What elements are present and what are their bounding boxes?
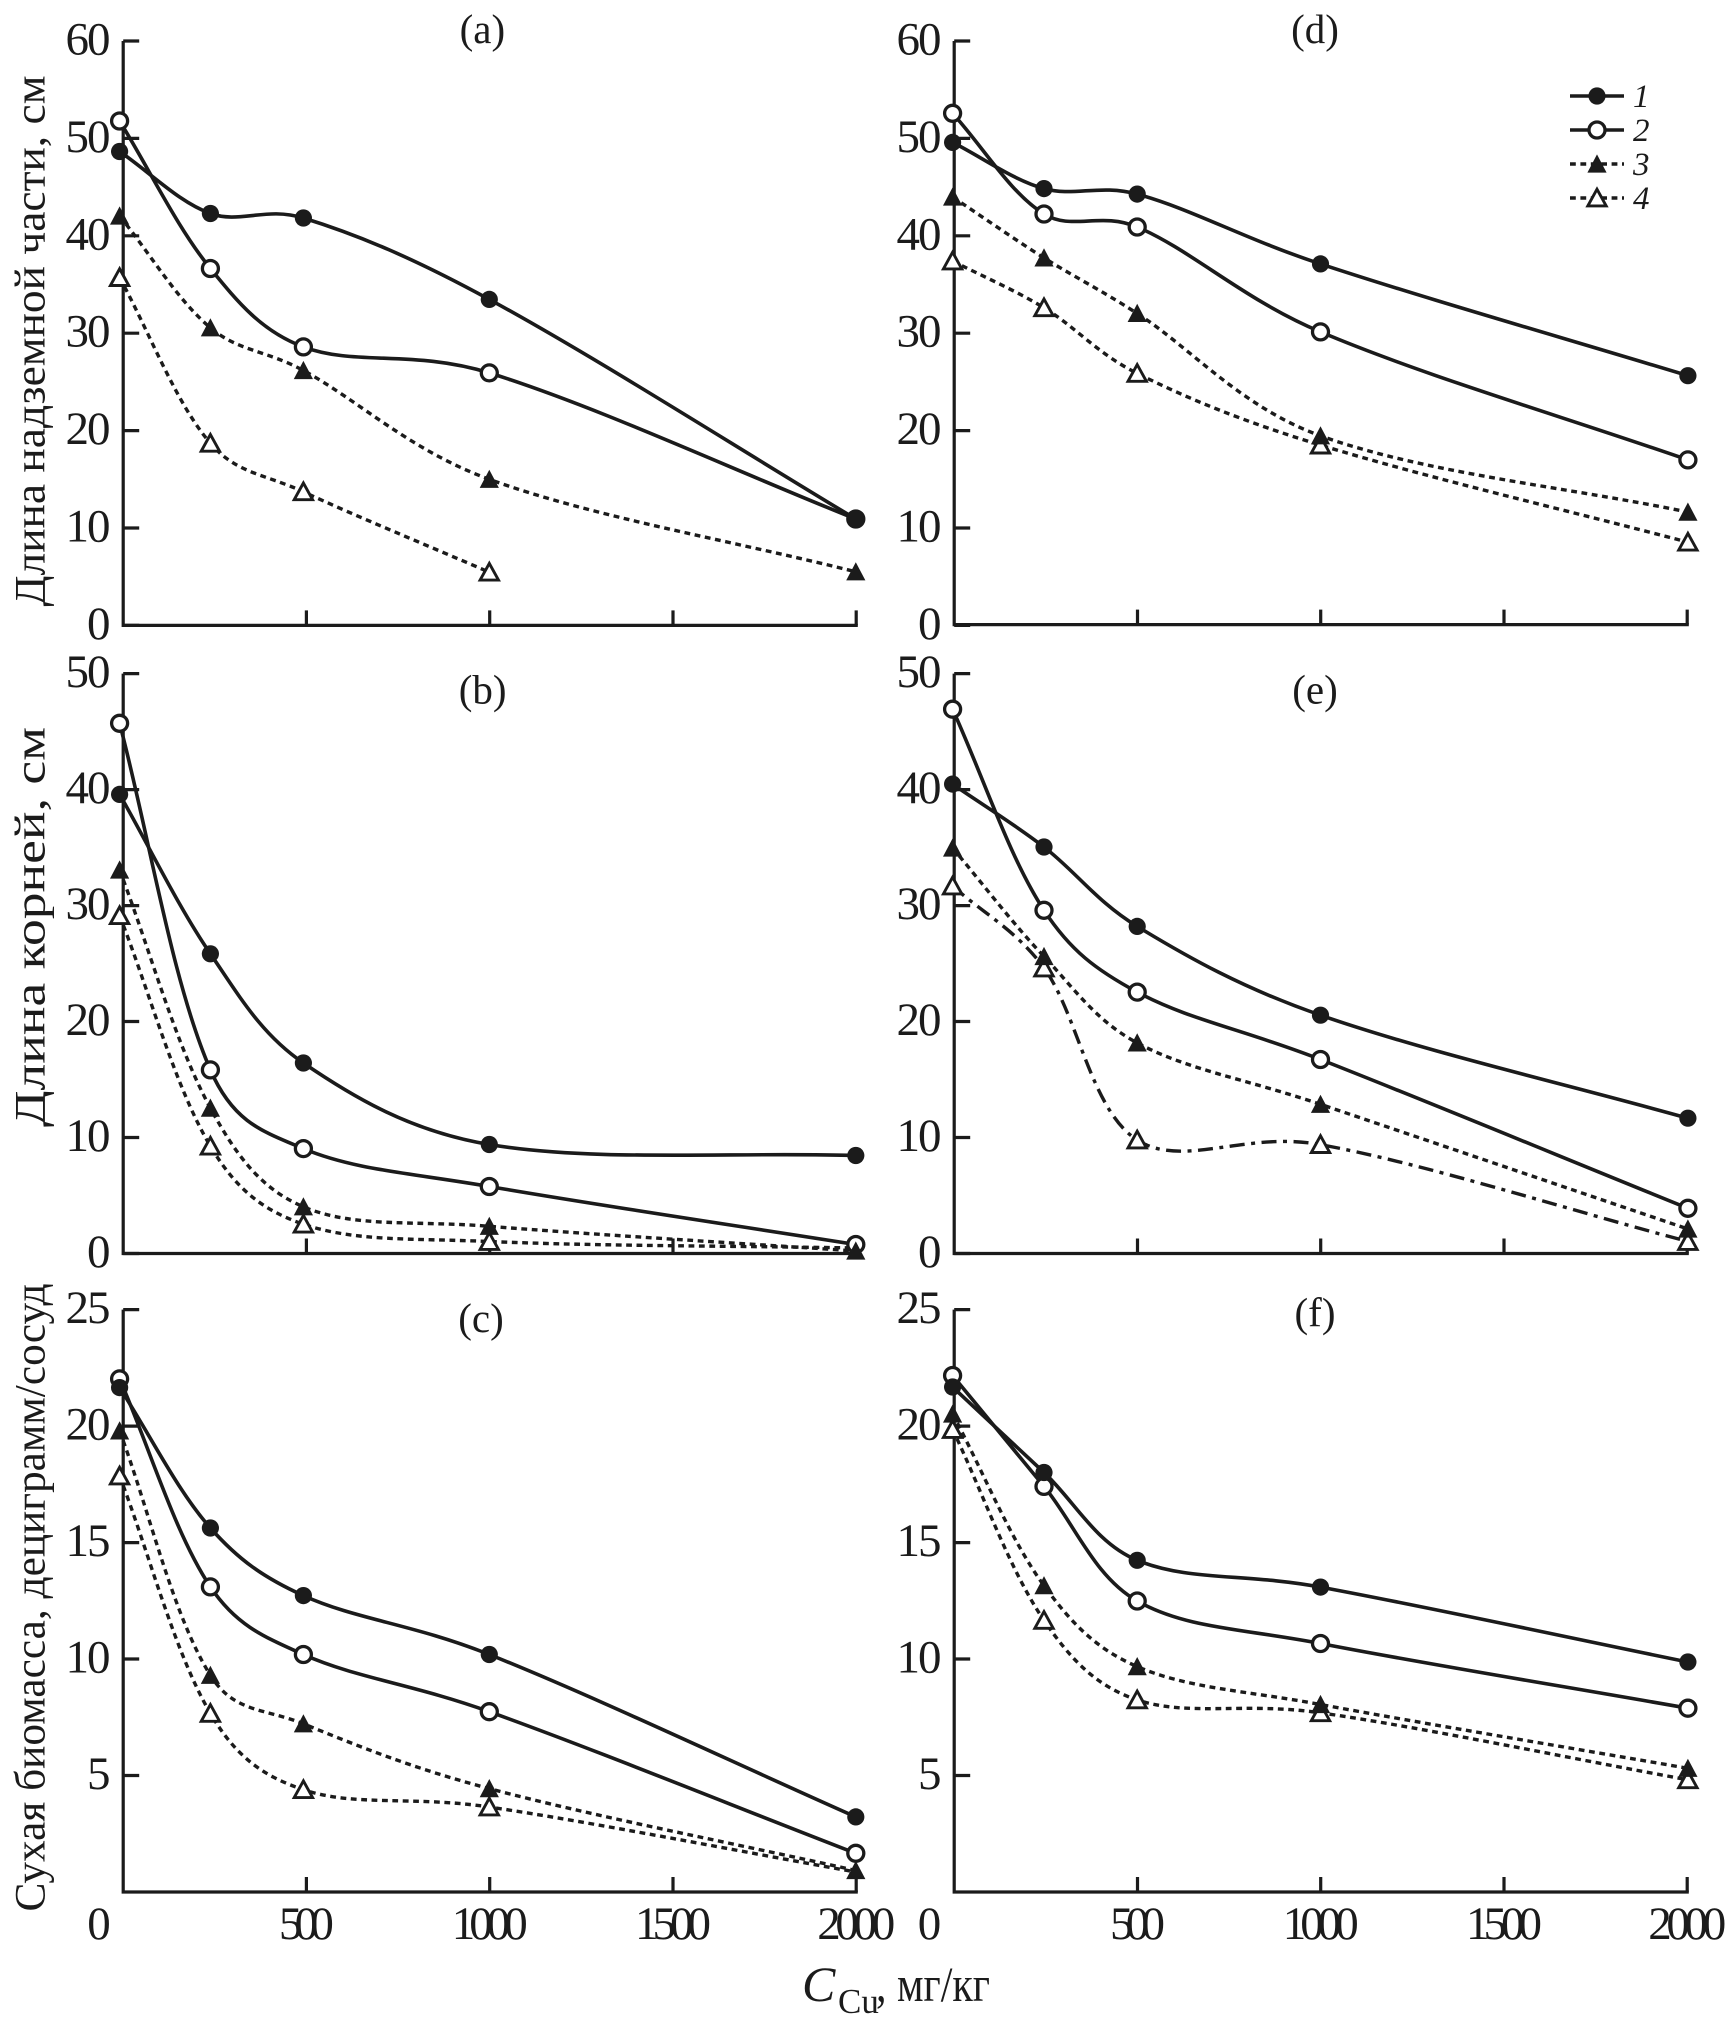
svg-text:Длина корней, см: Длина корней, см bbox=[8, 727, 55, 1127]
svg-text:20: 20 bbox=[66, 994, 111, 1046]
svg-text:Сухая биомасса, дециграмм/сосу: Сухая биомасса, дециграмм/сосуд bbox=[8, 1284, 55, 1912]
svg-text:0: 0 bbox=[918, 1898, 942, 1950]
svg-text:(e): (e) bbox=[1292, 667, 1338, 713]
svg-text:0: 0 bbox=[918, 1226, 942, 1278]
svg-text:(c): (c) bbox=[458, 1295, 504, 1341]
svg-text:2000: 2000 bbox=[1648, 1898, 1726, 1950]
svg-text:2: 2 bbox=[1633, 113, 1650, 149]
svg-text:, мг/кг: , мг/кг bbox=[876, 1956, 990, 2012]
svg-text:500: 500 bbox=[279, 1898, 334, 1950]
svg-text:10: 10 bbox=[66, 1632, 111, 1684]
svg-text:15: 15 bbox=[897, 1515, 942, 1567]
svg-text:60: 60 bbox=[66, 14, 111, 66]
svg-text:1: 1 bbox=[1633, 79, 1650, 115]
svg-text:50: 50 bbox=[66, 111, 111, 163]
svg-text:1000: 1000 bbox=[452, 1898, 528, 1950]
svg-text:1500: 1500 bbox=[635, 1898, 711, 1950]
svg-text:Cu: Cu bbox=[838, 1982, 879, 2021]
svg-text:50: 50 bbox=[897, 646, 942, 698]
svg-text:1000: 1000 bbox=[1283, 1898, 1359, 1950]
svg-text:20: 20 bbox=[897, 994, 942, 1046]
svg-text:Длина надземной части, см: Длина надземной части, см bbox=[8, 76, 55, 607]
svg-text:10: 10 bbox=[66, 1110, 111, 1162]
svg-text:10: 10 bbox=[897, 1110, 942, 1162]
svg-text:5: 5 bbox=[87, 1748, 111, 1800]
svg-text:0: 0 bbox=[87, 1898, 111, 1950]
svg-text:2000: 2000 bbox=[817, 1898, 895, 1950]
svg-text:(b): (b) bbox=[459, 667, 507, 713]
svg-text:0: 0 bbox=[87, 1226, 111, 1278]
svg-text:20: 20 bbox=[897, 1399, 942, 1451]
svg-text:30: 30 bbox=[66, 878, 111, 930]
svg-text:30: 30 bbox=[897, 878, 942, 930]
svg-text:4: 4 bbox=[1633, 181, 1650, 217]
svg-text:40: 40 bbox=[66, 208, 111, 260]
svg-text:500: 500 bbox=[1110, 1898, 1165, 1950]
svg-text:15: 15 bbox=[66, 1515, 111, 1567]
svg-text:30: 30 bbox=[66, 306, 111, 358]
svg-text:10: 10 bbox=[66, 501, 111, 553]
svg-text:60: 60 bbox=[897, 14, 942, 66]
svg-text:(f): (f) bbox=[1295, 1290, 1336, 1336]
svg-text:0: 0 bbox=[918, 598, 942, 650]
svg-text:(a): (a) bbox=[460, 6, 506, 52]
svg-text:(d): (d) bbox=[1291, 6, 1339, 52]
svg-text:40: 40 bbox=[897, 762, 942, 814]
svg-text:1500: 1500 bbox=[1466, 1898, 1542, 1950]
svg-text:50: 50 bbox=[897, 111, 942, 163]
svg-text:20: 20 bbox=[897, 403, 942, 455]
svg-text:30: 30 bbox=[897, 306, 942, 358]
svg-text:C: C bbox=[802, 1956, 836, 2012]
svg-text:20: 20 bbox=[66, 403, 111, 455]
svg-text:3: 3 bbox=[1632, 147, 1650, 183]
svg-text:0: 0 bbox=[87, 598, 111, 650]
svg-text:20: 20 bbox=[66, 1399, 111, 1451]
svg-text:10: 10 bbox=[897, 1632, 942, 1684]
svg-text:40: 40 bbox=[66, 762, 111, 814]
svg-text:50: 50 bbox=[66, 646, 111, 698]
svg-text:40: 40 bbox=[897, 208, 942, 260]
svg-text:10: 10 bbox=[897, 501, 942, 553]
svg-text:25: 25 bbox=[66, 1282, 111, 1334]
svg-text:25: 25 bbox=[897, 1282, 942, 1334]
svg-text:5: 5 bbox=[918, 1748, 942, 1800]
